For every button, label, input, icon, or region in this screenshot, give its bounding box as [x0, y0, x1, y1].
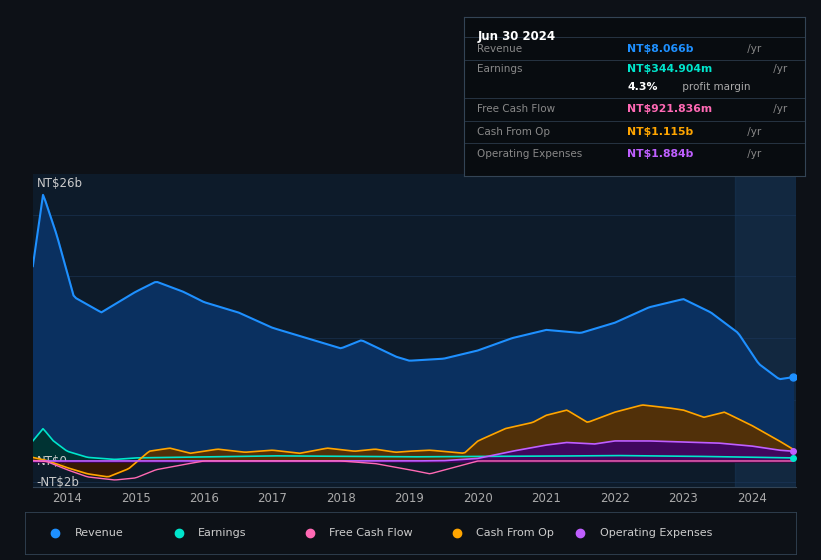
Text: Operating Expenses: Operating Expenses: [478, 149, 583, 159]
Text: /yr: /yr: [770, 64, 787, 74]
Text: Cash From Op: Cash From Op: [476, 529, 554, 538]
Text: -NT$2b: -NT$2b: [37, 475, 80, 488]
Text: Free Cash Flow: Free Cash Flow: [329, 529, 413, 538]
Text: Free Cash Flow: Free Cash Flow: [478, 104, 556, 114]
Text: /yr: /yr: [770, 104, 787, 114]
Bar: [735, 174, 796, 487]
Text: NT$1.884b: NT$1.884b: [627, 149, 694, 159]
Text: NT$26b: NT$26b: [37, 177, 83, 190]
Text: Earnings: Earnings: [199, 529, 247, 538]
Text: /yr: /yr: [744, 149, 761, 159]
Text: NT$0: NT$0: [37, 455, 67, 468]
Text: 4.3%: 4.3%: [627, 82, 658, 92]
Text: profit margin: profit margin: [679, 82, 750, 92]
Text: NT$1.115b: NT$1.115b: [627, 127, 694, 137]
Text: /yr: /yr: [744, 127, 761, 137]
Text: /yr: /yr: [744, 44, 761, 54]
Text: Revenue: Revenue: [478, 44, 523, 54]
Text: Cash From Op: Cash From Op: [478, 127, 551, 137]
Text: NT$8.066b: NT$8.066b: [627, 44, 694, 54]
Text: Operating Expenses: Operating Expenses: [599, 529, 712, 538]
Text: NT$344.904m: NT$344.904m: [627, 64, 713, 74]
Text: Earnings: Earnings: [478, 64, 523, 74]
Text: NT$921.836m: NT$921.836m: [627, 104, 713, 114]
Text: Revenue: Revenue: [75, 529, 123, 538]
Text: Jun 30 2024: Jun 30 2024: [478, 30, 556, 43]
